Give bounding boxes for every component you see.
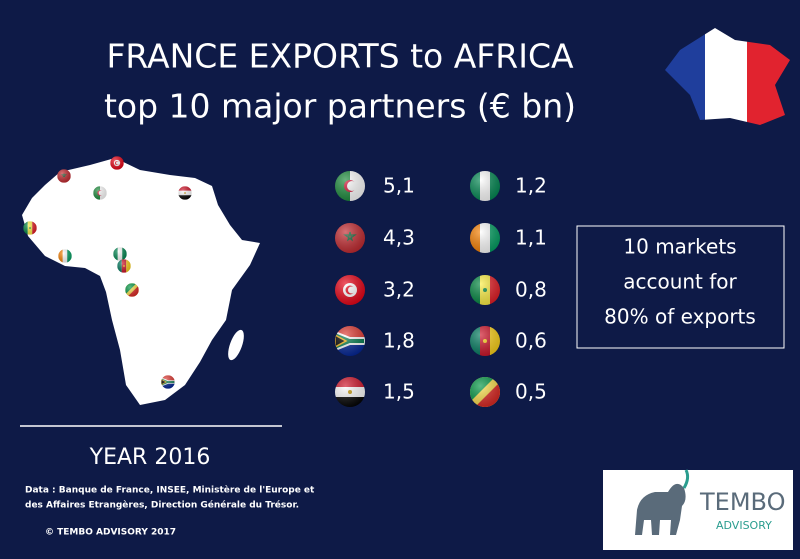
- map-flag: [113, 247, 127, 261]
- partner-list: 5,1 4,3 3,2 1,8 1,5 1,2 1,1 0,8 0,6 0,5: [335, 171, 547, 407]
- value-label: 5,1: [383, 174, 415, 198]
- map-flag: [93, 186, 107, 200]
- map-flag: [57, 169, 71, 183]
- flag: [470, 275, 500, 305]
- value-label: 3,2: [383, 278, 415, 302]
- year: YEAR 2016: [89, 445, 211, 470]
- callout-line: 80% of exports: [604, 305, 756, 329]
- flag: [470, 377, 500, 407]
- flag: [335, 326, 365, 356]
- flag: [470, 326, 500, 356]
- logo: TEMBO ADVISORY: [603, 469, 793, 550]
- map-flag: [23, 221, 37, 235]
- value-label: 0,6: [515, 329, 547, 353]
- map-flag: [178, 186, 192, 200]
- map-flag: [117, 259, 131, 273]
- africa-map: [22, 156, 260, 405]
- callout-box: [576, 225, 785, 349]
- logo-tagline: ADVISORY: [716, 519, 772, 532]
- flag: [335, 223, 365, 253]
- value-label: 0,8: [515, 278, 547, 302]
- value-label: 1,8: [383, 329, 415, 353]
- map-flag: [110, 156, 124, 170]
- value-label: 0,5: [515, 380, 547, 404]
- title-line: top 10 major partners (€ bn): [104, 87, 576, 126]
- flag: [335, 275, 365, 305]
- callout-line: 10 markets: [623, 235, 736, 259]
- title-line: FRANCE EXPORTS to AFRICA: [106, 37, 574, 76]
- value-label: 1,1: [515, 226, 547, 250]
- value-label: 1,2: [515, 174, 547, 198]
- source-line: Data : Banque de France, INSEE, Ministèr…: [25, 485, 315, 496]
- logo-name: TEMBO: [699, 488, 785, 516]
- callout-line: account for: [623, 270, 737, 294]
- copyright: © TEMBO ADVISORY 2017: [45, 528, 176, 538]
- map-flag: [161, 375, 175, 389]
- flag: [470, 223, 500, 253]
- flag: [470, 171, 500, 201]
- value-label: 4,3: [383, 226, 415, 250]
- flag: [335, 377, 365, 407]
- source-line: des Affaires Etrangères, Direction Génér…: [25, 500, 299, 511]
- map-flag: [58, 249, 72, 263]
- map-flag: [125, 283, 139, 297]
- flag: [335, 171, 365, 201]
- value-label: 1,5: [383, 380, 415, 404]
